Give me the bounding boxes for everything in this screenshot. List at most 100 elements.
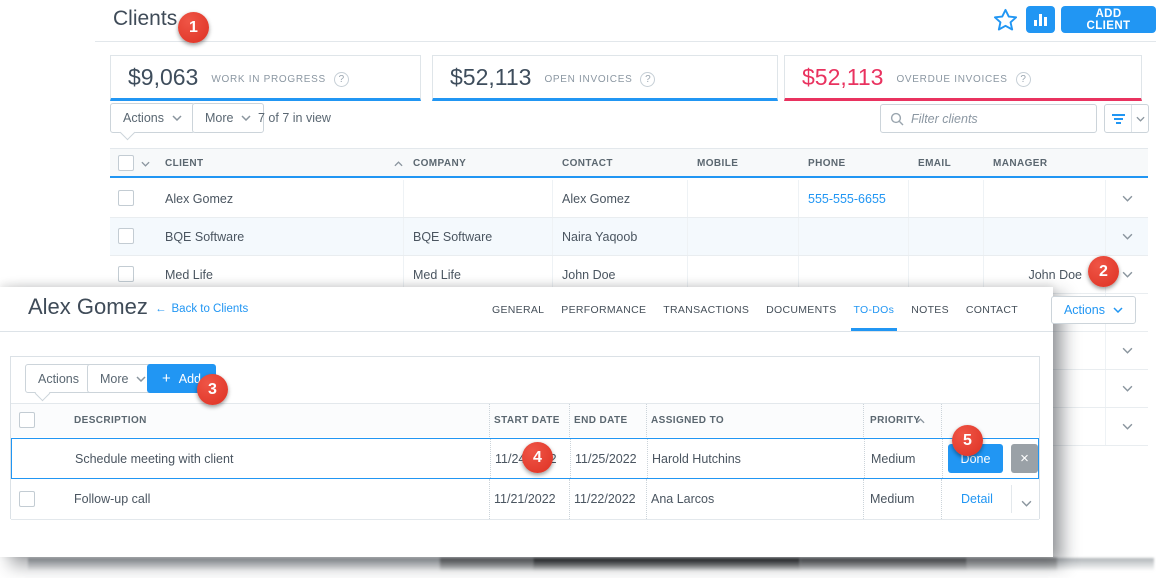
col-client[interactable]: CLIENT — [165, 158, 204, 169]
page-shadow-segment — [440, 558, 533, 571]
row-checkbox[interactable] — [19, 491, 35, 507]
detail-actions-button[interactable]: Actions — [1051, 296, 1136, 324]
back-to-clients-link[interactable]: ← Back to Clients — [155, 303, 248, 315]
row-expand-chevron-icon[interactable] — [1105, 370, 1148, 407]
kpi-label: OVERDUE INVOICES — [896, 74, 1007, 85]
client-name[interactable]: Med Life — [165, 268, 213, 282]
todos-table-header: DESCRIPTION START DATE END DATE ASSIGNED… — [11, 403, 1039, 437]
chevron-down-icon — [172, 115, 182, 121]
row-expand-chevron-icon[interactable] — [1105, 408, 1148, 445]
filter-lines-icon[interactable] — [1105, 105, 1132, 132]
col-mobile[interactable]: MOBILE — [697, 158, 738, 169]
company-name: Med Life — [413, 268, 461, 282]
row-expand-chevron-icon[interactable] — [1021, 494, 1032, 512]
tab-performance[interactable]: PERFORMANCE — [561, 304, 646, 316]
row-expand-chevron-icon[interactable] — [1105, 180, 1148, 217]
annotation-badge-1: 1 — [178, 12, 209, 43]
kpi-label: WORK IN PROGRESS — [211, 74, 326, 85]
back-arrow-icon: ← — [155, 303, 167, 315]
kpi-value: $52,113 — [450, 64, 531, 91]
more-label: More — [205, 111, 233, 125]
divider — [1011, 485, 1012, 513]
help-icon[interactable]: ? — [334, 72, 349, 87]
tab-notes[interactable]: NOTES — [911, 304, 949, 316]
tab-to-dos[interactable]: TO-DOs — [854, 304, 895, 316]
clients-table-header: CLIENT COMPANY CONTACT MOBILE PHONE EMAI… — [110, 148, 1148, 178]
client-name[interactable]: Alex Gomez — [165, 192, 233, 206]
col-start-date[interactable]: START DATE — [494, 415, 560, 426]
page-shadow-segment — [967, 558, 1057, 571]
search-icon — [890, 112, 904, 126]
phone-link[interactable]: 555-555-6655 — [808, 192, 886, 206]
bar-2 — [1039, 14, 1042, 26]
filter-clients-box — [880, 104, 1097, 133]
col-end-date[interactable]: END DATE — [574, 415, 628, 426]
row-expand-chevron-icon[interactable] — [1105, 332, 1148, 369]
row-expand-chevron-icon[interactable] — [1105, 218, 1148, 255]
select-menu-chevron-icon[interactable] — [141, 161, 150, 167]
row-checkbox[interactable] — [118, 190, 134, 206]
col-assigned-to[interactable]: ASSIGNED TO — [651, 415, 724, 426]
col-manager[interactable]: MANAGER — [993, 158, 1047, 169]
kpi-overdue-invoices[interactable]: $52,113 OVERDUE INVOICES ? — [784, 55, 1142, 101]
filter-clients-input[interactable] — [911, 112, 1087, 126]
table-row[interactable]: BQE Software BQE Software Naira Yaqoob — [110, 218, 1148, 256]
col-contact[interactable]: CONTACT — [562, 158, 613, 169]
todo-start-date: 11/21/2022 — [494, 492, 556, 506]
favorite-star-icon[interactable] — [992, 7, 1019, 34]
todo-priority: Medium — [871, 452, 915, 466]
contact-name: Alex Gomez — [562, 192, 630, 206]
close-icon[interactable]: × — [1011, 444, 1038, 473]
todo-description: Schedule meeting with client — [75, 452, 233, 466]
todo-assigned-to: Harold Hutchins — [652, 452, 741, 466]
todo-assigned-to: Ana Larcos — [651, 492, 714, 506]
kpi-open-invoices[interactable]: $52,113 OPEN INVOICES ? — [432, 55, 778, 101]
add-client-button[interactable]: ADD CLIENT — [1061, 6, 1156, 33]
todo-end-date: 11/25/2022 — [575, 452, 637, 466]
tab-transactions[interactable]: TRANSACTIONS — [663, 304, 749, 316]
col-priority[interactable]: PRIORITY — [870, 415, 920, 426]
filter-chevron-icon[interactable] — [1132, 105, 1148, 132]
tab-general[interactable]: GENERAL — [492, 304, 544, 316]
page-shadow-segment — [533, 558, 800, 571]
col-description[interactable]: DESCRIPTION — [74, 415, 147, 426]
client-name[interactable]: BQE Software — [165, 230, 244, 244]
actions-label: Actions — [123, 111, 164, 125]
contact-name: Naira Yaqoob — [562, 230, 637, 244]
detail-link[interactable]: Detail — [961, 492, 993, 506]
col-email[interactable]: EMAIL — [918, 158, 951, 169]
todo-row[interactable]: Follow-up call 11/21/2022 11/22/2022 Ana… — [11, 479, 1039, 520]
chevron-down-icon — [1113, 307, 1123, 313]
kpi-value: $52,113 — [802, 64, 883, 91]
tab-documents[interactable]: DOCUMENTS — [766, 304, 836, 316]
client-detail-tabs: GENERAL PERFORMANCE TRANSACTIONS DOCUMEN… — [492, 287, 1136, 332]
col-phone[interactable]: PHONE — [808, 158, 846, 169]
help-icon[interactable]: ? — [640, 72, 655, 87]
bar-3 — [1044, 17, 1047, 26]
filter-bar-3 — [1116, 122, 1121, 124]
row-checkbox[interactable] — [118, 266, 134, 282]
plus-icon: + — [162, 370, 171, 387]
select-all-checkbox[interactable] — [19, 412, 35, 428]
row-checkbox[interactable] — [118, 228, 134, 244]
kpi-work-in-progress[interactable]: $9,063 WORK IN PROGRESS ? — [110, 55, 421, 101]
page-shadow-segment — [800, 558, 967, 571]
kpi-label: OPEN INVOICES — [544, 74, 632, 85]
sort-asc-icon[interactable] — [916, 418, 925, 424]
client-title: Alex Gomez — [28, 294, 148, 320]
page-title: Clients — [113, 7, 177, 31]
manager-name: John Doe — [1028, 268, 1082, 282]
tab-contact[interactable]: CONTACT — [966, 304, 1018, 316]
sort-asc-icon[interactable] — [394, 161, 403, 167]
back-label: Back to Clients — [172, 303, 249, 315]
select-all-checkbox[interactable] — [118, 155, 134, 171]
col-company[interactable]: COMPANY — [413, 158, 466, 169]
company-name: BQE Software — [413, 230, 492, 244]
more-button[interactable]: More — [192, 103, 264, 133]
help-icon[interactable]: ? — [1016, 72, 1031, 87]
annotation-badge-4: 4 — [522, 442, 553, 473]
chevron-down-icon — [136, 376, 146, 382]
bar-chart-icon[interactable] — [1026, 6, 1055, 33]
bar-1 — [1034, 20, 1037, 26]
table-row[interactable]: Alex Gomez Alex Gomez 555-555-6655 — [110, 180, 1148, 218]
